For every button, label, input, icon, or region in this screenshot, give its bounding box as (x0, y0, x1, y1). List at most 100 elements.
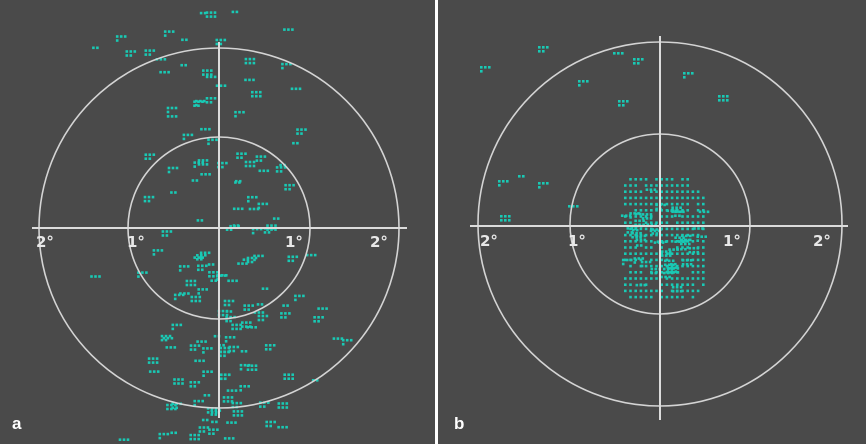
fixation-point (255, 227, 259, 231)
fixation-point (148, 53, 152, 56)
fixation-point (248, 160, 252, 164)
fixation-point (624, 190, 627, 193)
fixation-point (243, 385, 246, 388)
fixation-point (193, 104, 196, 107)
fixation-point (260, 303, 264, 306)
fixation-point (664, 240, 668, 243)
fixation-point (686, 221, 689, 224)
fixation-point (650, 246, 653, 249)
fixation-point (650, 221, 653, 224)
fixation-point (248, 78, 251, 82)
fixation-point (201, 159, 205, 162)
fixation-point (665, 190, 669, 193)
fixation-point (203, 99, 206, 103)
fixation-point (644, 277, 648, 280)
fixation-point (672, 271, 676, 274)
fixation-point (634, 209, 637, 212)
fixation-point (226, 396, 230, 399)
fixation-point (283, 377, 286, 380)
fixation-point (179, 292, 182, 295)
fixation-point (637, 62, 640, 65)
fixation-point (681, 289, 684, 293)
fixation-point (147, 361, 151, 364)
fixation-point (182, 133, 186, 137)
fixation-point (718, 95, 721, 98)
fixation-point (258, 169, 262, 173)
fixation-point (251, 94, 254, 98)
fixation-point (199, 251, 203, 255)
fixation-point (726, 95, 729, 98)
fixation-point (185, 283, 189, 287)
fixation-point (215, 42, 219, 46)
fixation-point (156, 249, 160, 252)
fixation-point (666, 209, 669, 213)
fixation-point (238, 110, 241, 114)
fixation-point (285, 402, 289, 405)
fixation-panel-a: 2° 1° 1° 2° a (0, 0, 435, 444)
fixation-point (681, 259, 685, 262)
fixation-point (234, 110, 237, 114)
fixation-point (221, 309, 225, 313)
fixation-point (670, 270, 674, 273)
fixation-point (166, 115, 170, 118)
fixation-point (259, 405, 262, 408)
fixation-point (702, 202, 705, 206)
fixation-point (224, 377, 227, 380)
fixation-point (665, 295, 669, 299)
fixation-point (668, 248, 671, 251)
fixation-point (542, 50, 545, 53)
fixation-point (189, 283, 193, 287)
fixation-point (670, 184, 674, 187)
fixation-point (650, 267, 654, 271)
fixation-point (255, 90, 258, 94)
fixation-point (670, 202, 674, 206)
fixation-point (671, 289, 675, 293)
fixation-point (261, 314, 265, 318)
fixation-point (231, 401, 235, 405)
fixation-point (624, 246, 627, 249)
fixation-point (686, 289, 689, 293)
fixation-point (629, 295, 632, 299)
fixation-point (634, 295, 637, 299)
fixation-point (201, 161, 204, 164)
fixation-point (696, 196, 700, 200)
fixation-point (241, 321, 244, 324)
fixation-point (257, 202, 261, 206)
fixation-point (235, 401, 239, 405)
fixation-point (163, 30, 167, 33)
fixation-point (264, 348, 268, 351)
fixation-point (251, 227, 255, 231)
fixation-point (203, 251, 207, 255)
fixation-point (193, 399, 196, 403)
fixation-point (247, 308, 250, 311)
fixation-point (674, 270, 678, 273)
fixation-point (679, 206, 682, 209)
fixation-point (651, 232, 655, 235)
fixation-point (676, 277, 679, 280)
fixation-point (219, 354, 222, 358)
fixation-point (234, 389, 238, 392)
fixation-point (252, 207, 256, 211)
fixation-point (197, 163, 201, 166)
fixation-point (250, 326, 253, 329)
fixation-point (166, 336, 170, 340)
tick-label-left-2: 2° (480, 232, 498, 250)
fixation-point (676, 202, 679, 206)
fixation-point (270, 224, 273, 227)
fixation-point (249, 325, 252, 328)
fixation-point (309, 253, 313, 257)
fixation-point (696, 250, 700, 254)
fixation-point (576, 205, 579, 208)
fixation-point (206, 411, 210, 414)
fixation-point (152, 249, 156, 252)
fixation-point (261, 318, 265, 322)
fixation-point (681, 227, 684, 231)
fixation-point (702, 209, 705, 212)
fixation-point (665, 196, 669, 200)
fixation-point (284, 316, 287, 319)
fixation-point (236, 414, 240, 417)
fixation-point (230, 389, 234, 392)
fixation-point (269, 420, 272, 424)
fixation-point (578, 80, 581, 83)
fixation-point (628, 214, 632, 217)
